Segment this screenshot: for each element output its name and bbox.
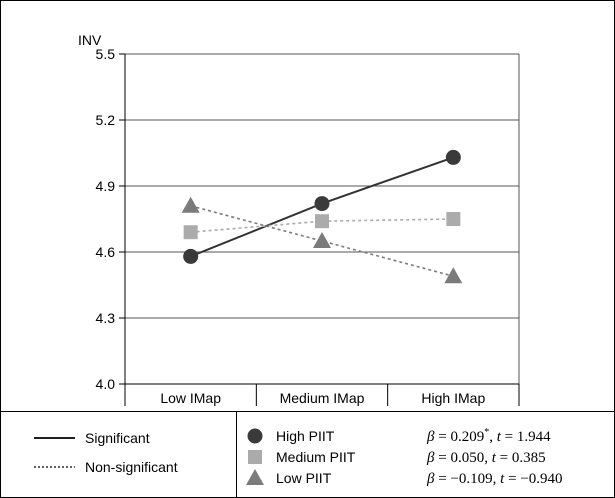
gridlines [125,53,519,319]
beta-symbol: β [426,450,435,466]
comma: , [489,429,497,445]
legend-marker [247,428,263,444]
y-tick-label: 4.0 [96,376,116,392]
equals-sign: = [434,471,450,487]
y-tick-label: 4.3 [96,310,116,326]
y-tick-label: 5.5 [96,46,116,62]
equals-sign: = [504,471,520,487]
comma: , [484,450,492,466]
t-symbol: t [500,471,505,487]
t-symbol: t [497,429,502,445]
legend-series-label: Low PIIT [276,470,332,486]
legend-marker [246,469,264,485]
data-point [444,267,463,284]
y-tick-label: 4.6 [96,244,116,260]
data-point [313,232,331,248]
y-tick-label: 4.9 [96,178,116,194]
beta-value: 0.050 [450,450,484,466]
series [181,149,463,284]
t-value: 1.944 [517,429,551,445]
x-tick-label: High IMap [421,390,485,406]
data-point [445,149,461,165]
data-point [314,196,330,212]
data-point [315,214,329,229]
regression-stat: β = 0.050, t = 0.385 [426,450,546,466]
equals-sign: = [434,429,450,445]
equals-sign: = [496,450,512,466]
legend-series-label: Medium PIIT [276,449,356,465]
equals-sign: = [434,450,450,466]
data-point [446,212,461,226]
beta-value: 0.209 [450,429,484,445]
beta-value: −0.109 [450,471,492,487]
series-low-piit [181,196,463,284]
t-value: −0.940 [520,471,562,487]
axes: 4.0 4.3 4.6 4.9 5.2 5.5 Low IMap Medium IMap Hig… [96,46,520,406]
beta-symbol: β [426,471,435,487]
legend: Significant Non-significant High PIIT β = 0… [34,427,563,487]
x-tick-label: Medium IMap [280,390,365,406]
significance-star: * [484,427,489,438]
data-point [183,225,198,240]
legend-marker [248,450,262,464]
data-point [183,248,199,264]
data-point [181,196,200,213]
beta-symbol: β [426,429,435,445]
series-medium-piit [183,212,461,240]
equals-sign: = [501,429,517,445]
regression-stat: β = 0.209*, t = 1.944 [426,427,551,445]
t-value: 0.385 [512,450,546,466]
x-tick-label: Low IMap [160,390,221,406]
legend-series-label: High PIIT [276,428,335,444]
y-tick-label: 5.2 [96,112,116,128]
t-symbol: t [492,450,497,466]
line-style-label: Non-significant [85,459,178,475]
y-axis-label: INV [78,32,102,48]
regression-stat: β = −0.109, t = −0.940 [426,471,563,487]
line-style-label: Significant [85,430,150,446]
series-line [190,218,454,233]
comma: , [493,471,501,487]
series-high-piit [183,149,461,264]
